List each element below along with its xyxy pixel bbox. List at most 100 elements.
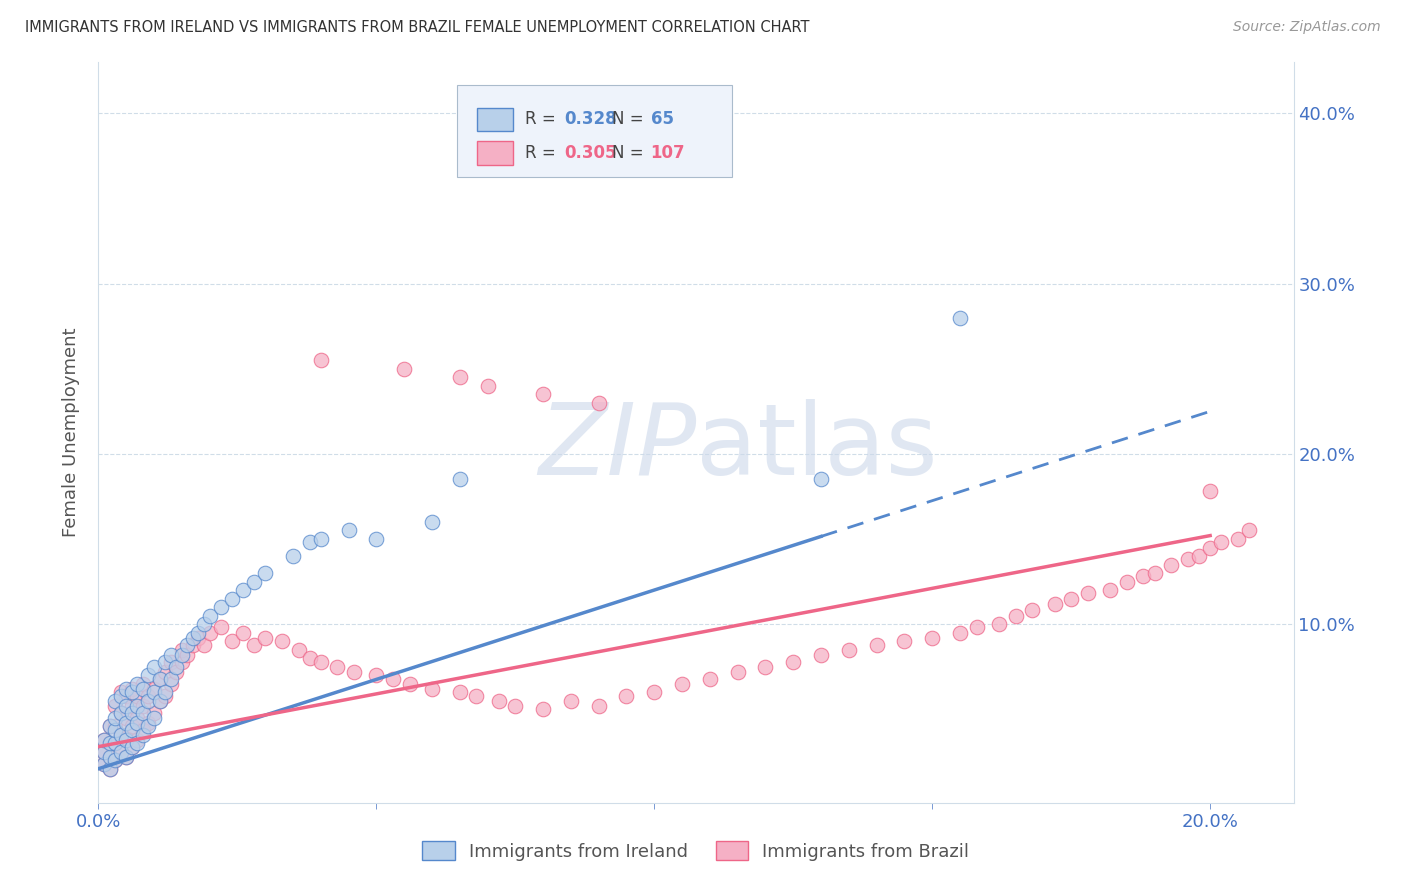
Point <box>309 532 332 546</box>
Point <box>921 631 943 645</box>
Point <box>104 723 127 737</box>
Point <box>115 749 138 764</box>
Point <box>93 756 115 771</box>
Point <box>382 672 405 686</box>
Text: 0.305: 0.305 <box>565 144 617 161</box>
Point <box>121 698 143 713</box>
Point <box>121 739 143 754</box>
Point <box>270 634 292 648</box>
Point <box>343 665 366 679</box>
Text: R =: R = <box>524 144 561 161</box>
Point <box>838 642 860 657</box>
Point <box>127 689 149 703</box>
Point <box>1021 603 1043 617</box>
Point <box>232 582 254 597</box>
Point <box>115 732 138 747</box>
Point <box>477 379 499 393</box>
Point <box>1043 597 1066 611</box>
Point <box>93 756 115 771</box>
Point <box>309 353 332 368</box>
Point <box>98 736 121 750</box>
Point <box>148 694 170 708</box>
Point <box>176 638 198 652</box>
Point <box>110 745 132 759</box>
Point <box>115 698 138 713</box>
Y-axis label: Female Unemployment: Female Unemployment <box>62 328 80 537</box>
Point <box>148 672 170 686</box>
Point <box>243 638 266 652</box>
Point <box>110 745 132 759</box>
Point <box>110 728 132 742</box>
Point <box>588 396 610 410</box>
Point <box>115 749 138 764</box>
Point <box>966 620 988 634</box>
Point <box>93 745 115 759</box>
Point <box>1199 541 1222 555</box>
Point <box>949 310 972 325</box>
Point <box>132 698 155 713</box>
Point <box>987 617 1010 632</box>
Point <box>121 681 143 696</box>
Point <box>121 719 143 733</box>
Point <box>138 719 160 733</box>
Point <box>104 719 127 733</box>
Point <box>170 642 193 657</box>
Point <box>170 648 193 662</box>
Point <box>392 361 415 376</box>
Point <box>560 694 582 708</box>
Point <box>159 648 181 662</box>
Point <box>209 620 232 634</box>
FancyBboxPatch shape <box>477 108 513 131</box>
Point <box>643 685 665 699</box>
Point <box>893 634 915 648</box>
Point <box>121 739 143 754</box>
Point <box>110 706 132 720</box>
Point <box>398 676 420 690</box>
Point <box>127 715 149 730</box>
Point <box>449 472 471 486</box>
Point <box>98 719 121 733</box>
Point <box>115 681 138 696</box>
Point <box>193 617 215 632</box>
Point <box>132 723 155 737</box>
Point <box>810 648 832 662</box>
Point <box>104 736 127 750</box>
Point <box>143 711 166 725</box>
Point <box>143 659 166 673</box>
Point <box>505 698 527 713</box>
Point <box>449 370 471 384</box>
Point <box>1132 569 1154 583</box>
Point <box>1060 591 1083 606</box>
Point <box>98 749 121 764</box>
Point <box>98 736 121 750</box>
Point <box>153 655 176 669</box>
Point <box>110 689 132 703</box>
Point <box>588 698 610 713</box>
Point <box>187 631 209 645</box>
Text: N =: N = <box>613 144 650 161</box>
Point <box>616 689 638 703</box>
Point <box>193 638 215 652</box>
Point <box>127 698 149 713</box>
Point <box>1188 549 1211 563</box>
Point <box>104 694 127 708</box>
Point <box>104 698 127 713</box>
Point <box>1237 524 1260 538</box>
Point <box>198 625 221 640</box>
Point <box>98 719 121 733</box>
Point <box>153 689 176 703</box>
Point <box>366 532 388 546</box>
Point <box>115 711 138 725</box>
Text: atlas: atlas <box>696 399 938 496</box>
Point <box>531 387 554 401</box>
Point <box>138 715 160 730</box>
Point <box>127 736 149 750</box>
Point <box>98 749 121 764</box>
Point <box>170 655 193 669</box>
Point <box>782 655 804 669</box>
Point <box>531 702 554 716</box>
Point <box>1143 566 1166 580</box>
Point <box>143 706 166 720</box>
Point <box>1099 582 1122 597</box>
Point <box>221 591 243 606</box>
